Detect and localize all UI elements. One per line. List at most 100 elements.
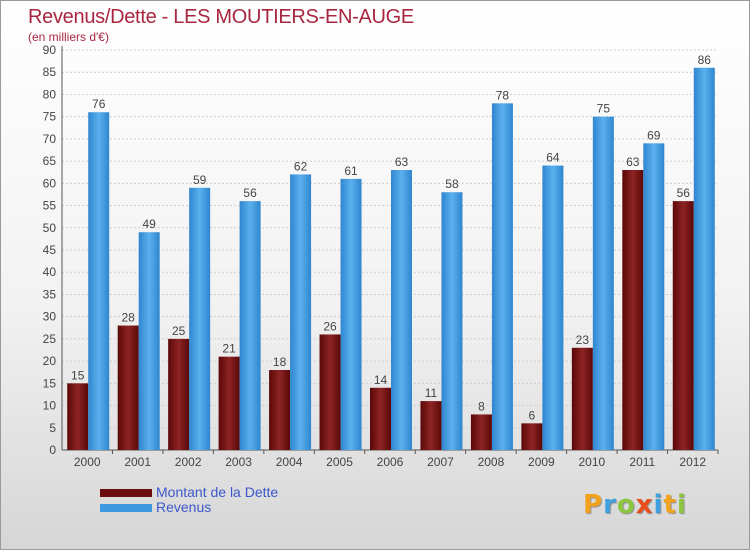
chart-title: Revenus/Dette - LES MOUTIERS-EN-AUGE bbox=[28, 6, 414, 28]
bar-revenus bbox=[239, 201, 261, 450]
data-label: 69 bbox=[647, 128, 661, 142]
data-label: 15 bbox=[71, 368, 85, 382]
data-label: 75 bbox=[597, 102, 611, 116]
y-tick-label: 5 bbox=[49, 421, 56, 435]
y-tick-label: 15 bbox=[43, 376, 57, 390]
x-tick-label: 2001 bbox=[124, 455, 151, 469]
data-label: 63 bbox=[626, 155, 640, 169]
bar-revenus bbox=[138, 232, 160, 450]
data-label: 21 bbox=[222, 342, 236, 356]
bar-revenus bbox=[340, 178, 362, 450]
data-label: 6 bbox=[529, 408, 536, 422]
data-label: 62 bbox=[294, 159, 308, 173]
data-label: 76 bbox=[92, 97, 106, 111]
logo-letter: r bbox=[603, 490, 617, 520]
x-tick-label: 2000 bbox=[74, 455, 101, 469]
bar-revenus bbox=[88, 112, 110, 450]
y-tick-label: 40 bbox=[43, 265, 57, 279]
y-tick-label: 25 bbox=[43, 332, 57, 346]
bar-dette bbox=[269, 370, 291, 450]
bar-revenus bbox=[441, 192, 463, 450]
bar-dette bbox=[319, 334, 341, 450]
data-label: 25 bbox=[172, 324, 186, 338]
legend-label-revenus: Revenus bbox=[156, 499, 212, 515]
bar-dette bbox=[672, 201, 694, 450]
data-label: 8 bbox=[478, 399, 485, 413]
x-tick-label: 2003 bbox=[225, 455, 252, 469]
bar-dette bbox=[168, 338, 190, 450]
data-label: 23 bbox=[576, 333, 590, 347]
y-tick-label: 10 bbox=[43, 399, 57, 413]
bar-dette bbox=[420, 401, 442, 450]
logo-letter: P bbox=[583, 490, 604, 520]
legend-swatch-dette bbox=[100, 489, 152, 497]
bar-dette bbox=[622, 170, 644, 450]
data-label: 14 bbox=[374, 373, 388, 387]
y-tick-label: 50 bbox=[43, 221, 57, 235]
data-label: 61 bbox=[344, 164, 358, 178]
x-tick-label: 2004 bbox=[276, 455, 303, 469]
data-label: 59 bbox=[193, 173, 207, 187]
data-label: 49 bbox=[143, 217, 157, 231]
bar-revenus bbox=[542, 165, 564, 451]
y-tick-label: 80 bbox=[43, 87, 57, 101]
data-label: 26 bbox=[323, 319, 337, 333]
y-tick-label: 30 bbox=[43, 310, 57, 324]
x-tick-label: 2008 bbox=[478, 455, 505, 469]
bar-revenus bbox=[391, 170, 412, 450]
x-tick-label: 2009 bbox=[528, 455, 555, 469]
y-tick-label: 35 bbox=[43, 287, 57, 301]
bar-dette bbox=[571, 347, 593, 450]
bar-dette bbox=[67, 383, 89, 450]
bar-revenus bbox=[290, 174, 312, 450]
logo-letter: o bbox=[616, 490, 636, 520]
y-tick-label: 55 bbox=[43, 199, 57, 213]
x-tick-label: 2007 bbox=[427, 455, 454, 469]
legend-label-dette: Montant de la Dette bbox=[156, 484, 279, 500]
y-tick-label: 75 bbox=[43, 110, 57, 124]
proxiti-logo: Proxiti bbox=[583, 490, 687, 520]
y-tick-label: 20 bbox=[43, 354, 57, 368]
data-label: 28 bbox=[122, 311, 136, 325]
y-tick-label: 65 bbox=[43, 154, 57, 168]
bar-dette bbox=[218, 356, 240, 450]
bar-revenus bbox=[643, 143, 665, 451]
y-tick-label: 70 bbox=[43, 132, 57, 146]
data-label: 64 bbox=[546, 151, 560, 165]
logo-letter: x bbox=[635, 490, 654, 520]
logo-letter: i bbox=[653, 490, 664, 520]
bar-dette bbox=[470, 414, 492, 450]
y-tick-label: 45 bbox=[43, 243, 57, 257]
data-label: 63 bbox=[395, 155, 409, 169]
bar-dette bbox=[521, 423, 543, 450]
x-tick-label: 2005 bbox=[326, 455, 353, 469]
data-label: 58 bbox=[445, 177, 459, 191]
chart-subtitle: (en milliers d'€) bbox=[28, 30, 109, 44]
data-label: 86 bbox=[698, 53, 712, 67]
y-tick-label: 0 bbox=[49, 443, 56, 457]
x-tick-label: 2010 bbox=[578, 455, 605, 469]
y-tick-label: 90 bbox=[43, 43, 57, 57]
data-label: 78 bbox=[496, 88, 510, 102]
x-tick-label: 2002 bbox=[175, 455, 202, 469]
x-tick-label: 2012 bbox=[679, 455, 706, 469]
data-label: 11 bbox=[425, 386, 438, 400]
data-label: 56 bbox=[243, 186, 257, 200]
bar-dette bbox=[117, 325, 139, 450]
data-label: 18 bbox=[273, 355, 287, 369]
bars bbox=[67, 67, 715, 451]
data-labels: 15 76 28 49 25 59 21 56 18 62 26 61 14 63 11 58 8 78 6 64 23… bbox=[71, 53, 711, 423]
logo-letter: t bbox=[663, 490, 677, 520]
data-label: 56 bbox=[677, 186, 691, 200]
y-tick-label: 85 bbox=[43, 65, 57, 79]
bar-revenus bbox=[491, 103, 513, 450]
bar-revenus bbox=[693, 67, 715, 451]
y-tick-label: 60 bbox=[43, 176, 57, 190]
legend-swatch-revenus bbox=[100, 504, 152, 512]
x-tick-label: 2006 bbox=[377, 455, 404, 469]
x-tick-label: 2011 bbox=[629, 455, 655, 469]
logo-letter: i bbox=[676, 490, 687, 520]
bar-revenus bbox=[592, 116, 614, 451]
bar-revenus bbox=[189, 187, 211, 450]
